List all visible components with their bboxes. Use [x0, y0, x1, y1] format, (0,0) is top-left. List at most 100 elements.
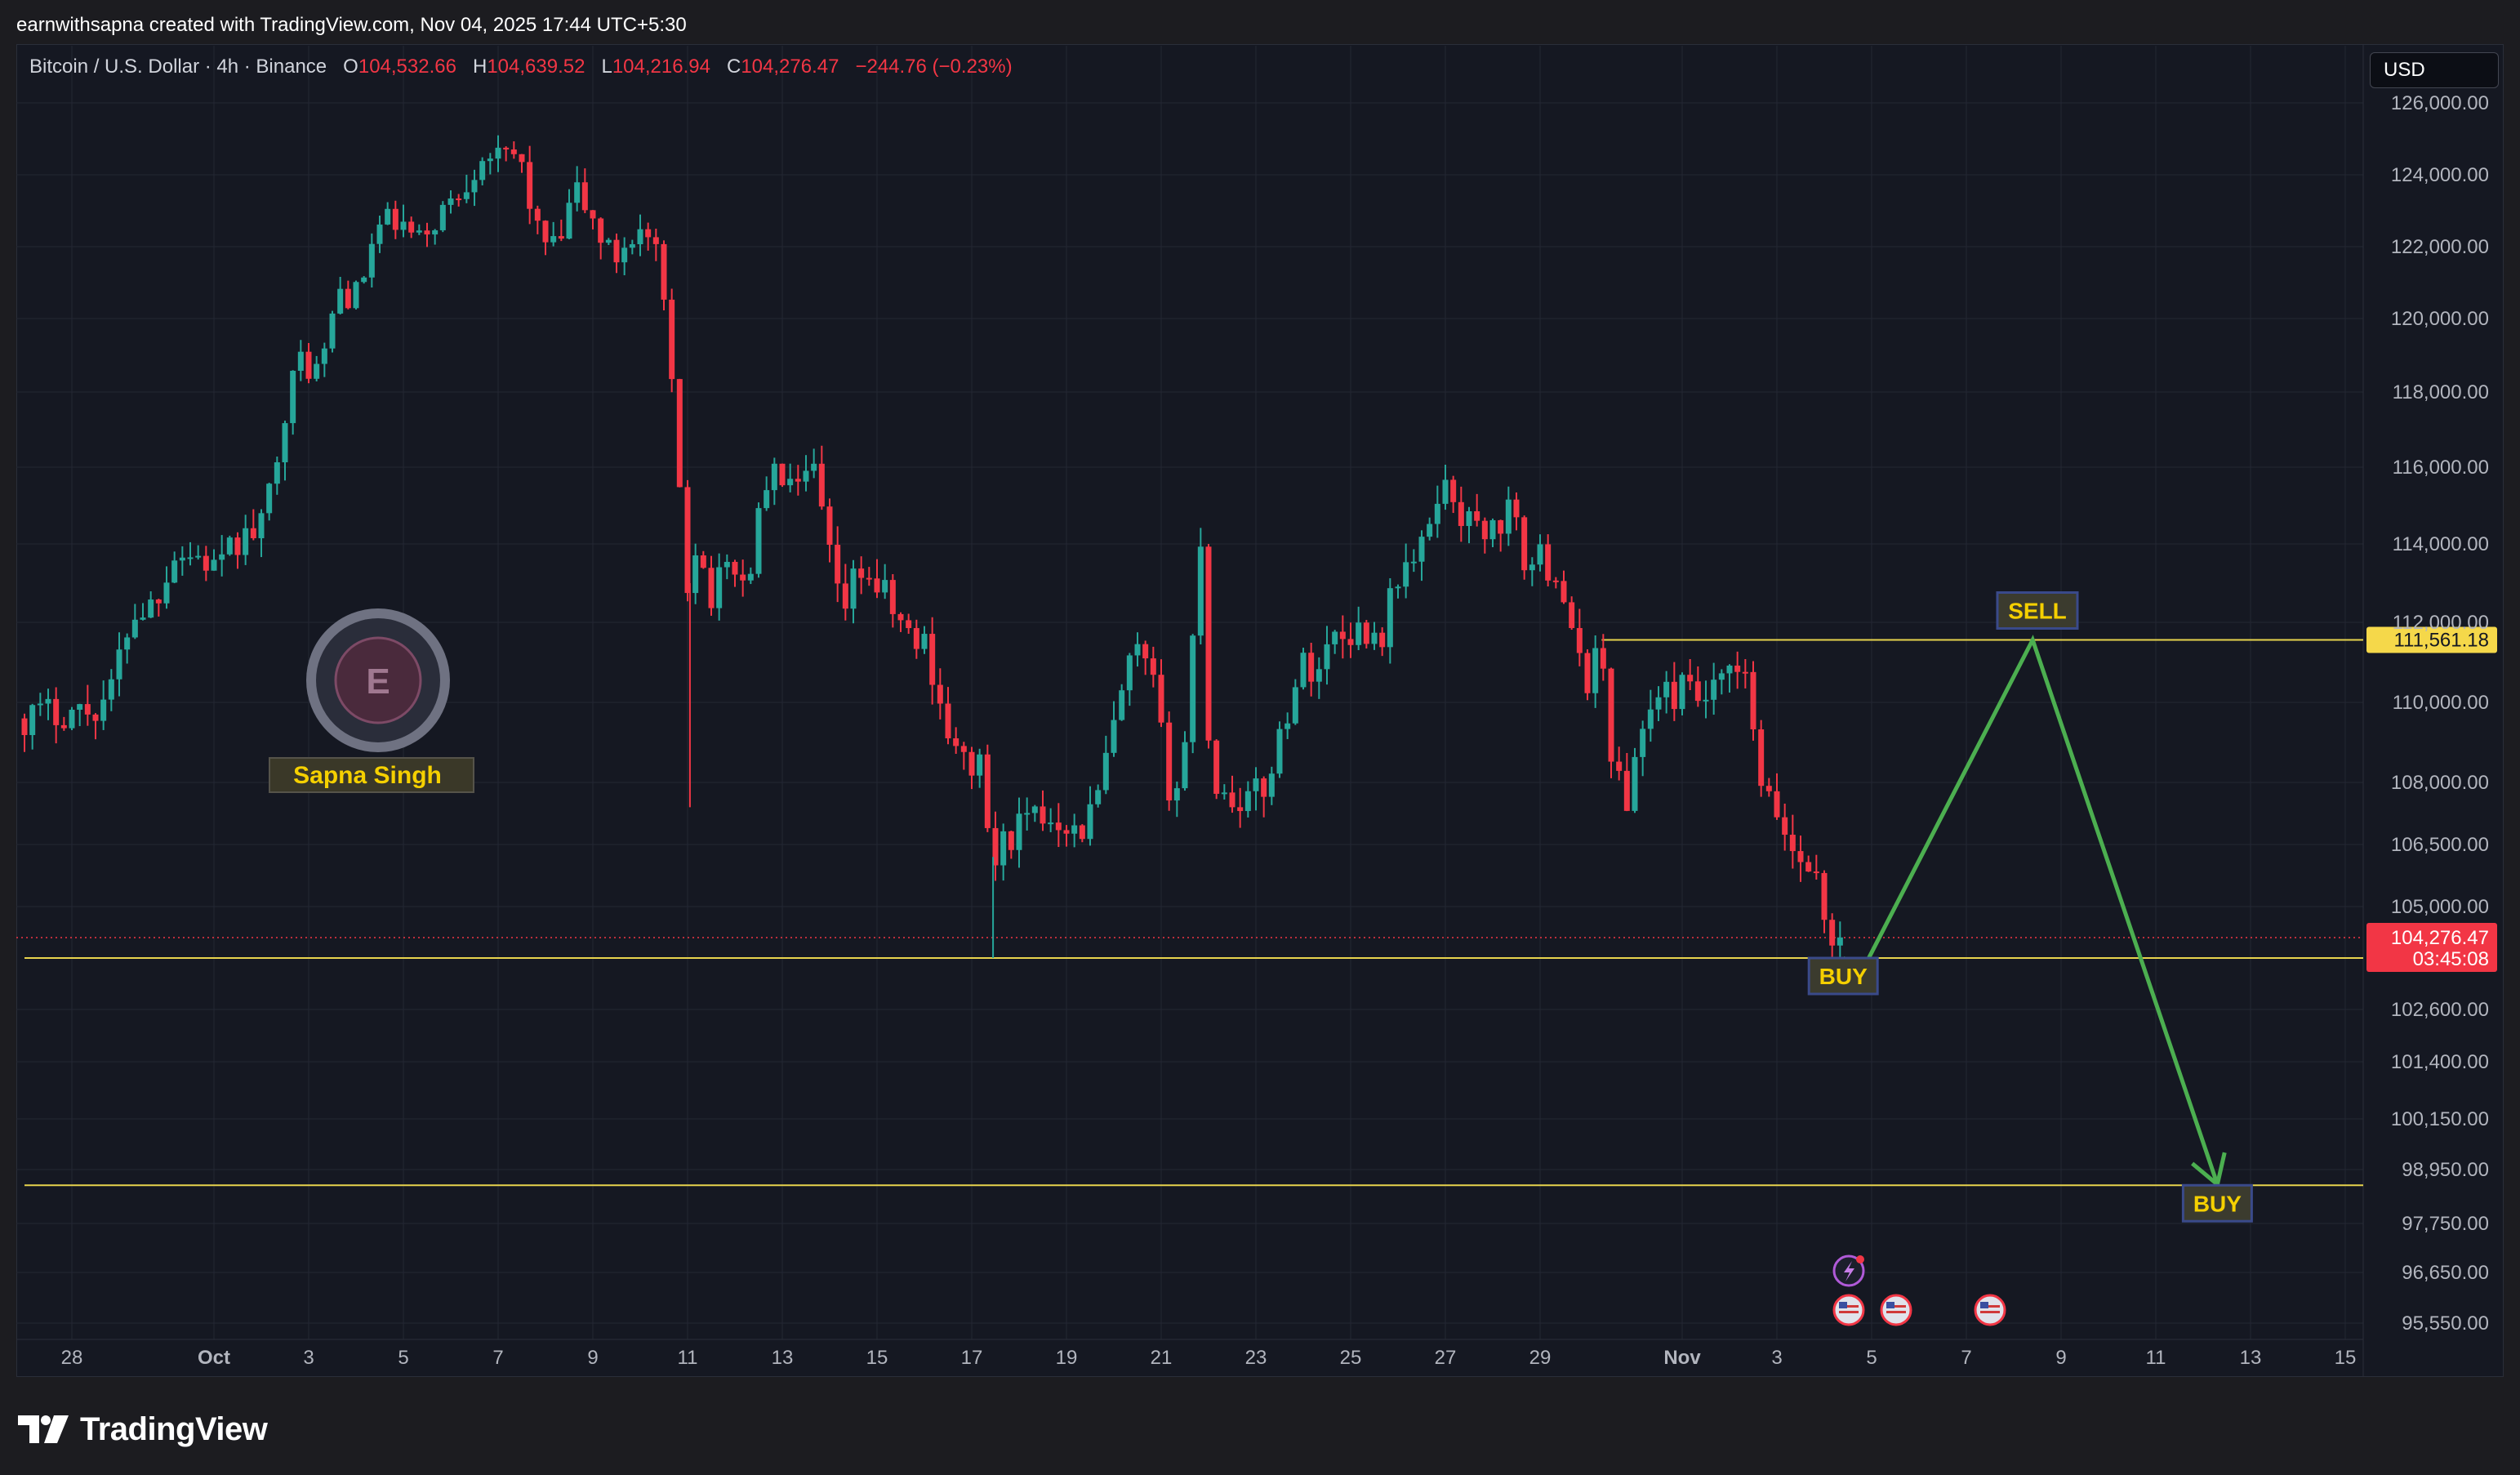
candle-body: [456, 198, 462, 201]
time-tick-label: 9: [2055, 1347, 2066, 1369]
candle-body: [226, 537, 233, 555]
price-level-tag-text: 111,561.18: [2393, 630, 2489, 652]
candle-body: [463, 192, 470, 199]
candle-body: [1450, 479, 1457, 502]
time-tick-label: 9: [587, 1347, 598, 1369]
header-caption: earnwithsapna created with TradingView.c…: [0, 0, 2520, 42]
candle-body: [1363, 622, 1369, 644]
candle-body: [305, 351, 312, 379]
candle-body: [747, 573, 754, 581]
projection-path: [1841, 635, 2219, 1185]
candle-body: [29, 705, 36, 736]
symbol-legend[interactable]: Bitcoin / U.S. Dollar · 4h · Binance O10…: [29, 56, 1013, 78]
candle-body: [1821, 872, 1828, 920]
candle-body: [1102, 752, 1109, 791]
time-tick-label: 7: [1961, 1347, 1971, 1369]
candle-body: [527, 162, 533, 209]
candle-body: [542, 221, 549, 243]
candle-body: [1765, 786, 1772, 791]
candle-body: [858, 568, 865, 578]
candle-body: [1434, 503, 1440, 524]
symbol-name: Bitcoin / U.S. Dollar · 4h · Binance: [29, 56, 327, 78]
candle-body: [1805, 862, 1812, 872]
candle-body: [479, 161, 486, 180]
current-price-value: 104,276.47: [2391, 927, 2489, 949]
tradingview-logo-text: TradingView: [80, 1410, 268, 1447]
candle-body: [1616, 761, 1623, 771]
candle-body: [1474, 510, 1480, 521]
candle-body: [629, 244, 635, 248]
candle-body: [1324, 644, 1330, 670]
candle-body: [1229, 792, 1236, 808]
candle-body: [929, 634, 936, 685]
candle-body: [795, 479, 801, 482]
time-tick-label: 5: [1866, 1347, 1877, 1369]
candle-body: [1253, 778, 1259, 791]
candle-body: [447, 198, 454, 205]
candle-body: [282, 423, 288, 463]
price-tick-label: 101,400.00: [2391, 1051, 2489, 1073]
annotation-label-sell: SELL: [2008, 599, 2067, 624]
candle-body: [179, 557, 185, 561]
currency-button[interactable]: USD: [2370, 52, 2499, 88]
time-tick-label: 21: [1151, 1347, 1173, 1369]
candle-body: [1552, 580, 1559, 582]
candle-body: [392, 208, 398, 230]
candle-body: [21, 718, 28, 736]
candle-body: [645, 229, 652, 238]
current-price-tag: [2366, 922, 2497, 972]
candle-body: [116, 649, 122, 680]
event-icons[interactable]: [1832, 1254, 2006, 1326]
candle-body: [1442, 479, 1449, 504]
candle-body: [1782, 817, 1788, 836]
candle-body: [361, 277, 367, 283]
time-axis: 28 Oct 3 5 7 9 11 13 15 17 19 21 23 25 27 29 Nov 3 5 7 9 11 13…: [61, 1347, 2357, 1369]
candle-body: [1387, 588, 1393, 648]
price-tick-label: 108,000.00: [2391, 772, 2489, 794]
tradingview-logo[interactable]: TradingView: [18, 1406, 268, 1452]
candle-body: [1339, 631, 1346, 639]
candle-body: [1079, 825, 1085, 840]
candle-body: [897, 613, 904, 621]
candle-body: [1158, 675, 1164, 723]
candle-body: [1789, 835, 1796, 852]
time-tick-label: 29: [1529, 1347, 1552, 1369]
annotation-labels: BUY SELL BUY: [1807, 591, 2253, 1223]
candle-body: [550, 236, 557, 243]
candle-body: [1418, 537, 1425, 562]
candle-body: [1718, 673, 1725, 680]
candle-body: [297, 351, 304, 372]
candle-body: [992, 827, 999, 866]
candle-body: [45, 698, 51, 704]
time-tick-label: 11: [2146, 1347, 2166, 1369]
candle-body: [882, 580, 888, 593]
candle-body: [124, 637, 131, 650]
candle-body: [1292, 687, 1298, 724]
candle-body: [1410, 561, 1417, 564]
candle-body: [581, 182, 588, 211]
candle-body: [1016, 813, 1022, 850]
candle-body: [984, 754, 991, 828]
candle-body: [818, 463, 825, 507]
candle-body: [598, 218, 604, 243]
candle-body: [258, 513, 265, 539]
candle-body: [1837, 937, 1843, 946]
candle-body: [913, 628, 919, 649]
candle-body: [155, 599, 162, 604]
price-level-tag: [2366, 626, 2497, 653]
price-tick-label: 114,000.00: [2393, 533, 2489, 555]
candle-body: [290, 371, 296, 424]
annotation-label-buy: BUY: [2193, 1191, 2242, 1216]
candle-body: [368, 243, 375, 278]
candle-body: [203, 555, 209, 571]
price-tick-label: 102,600.00: [2391, 999, 2489, 1021]
price-tick-label: 116,000.00: [2393, 457, 2489, 479]
time-tick-label: 7: [492, 1347, 503, 1369]
candle-body: [921, 634, 928, 649]
candle-body: [1608, 668, 1614, 762]
watermark: E Sapna Singh: [269, 608, 474, 793]
candle-body: [1261, 778, 1267, 797]
time-tick-label: 15: [2335, 1347, 2357, 1369]
candle-body: [1813, 871, 1819, 874]
